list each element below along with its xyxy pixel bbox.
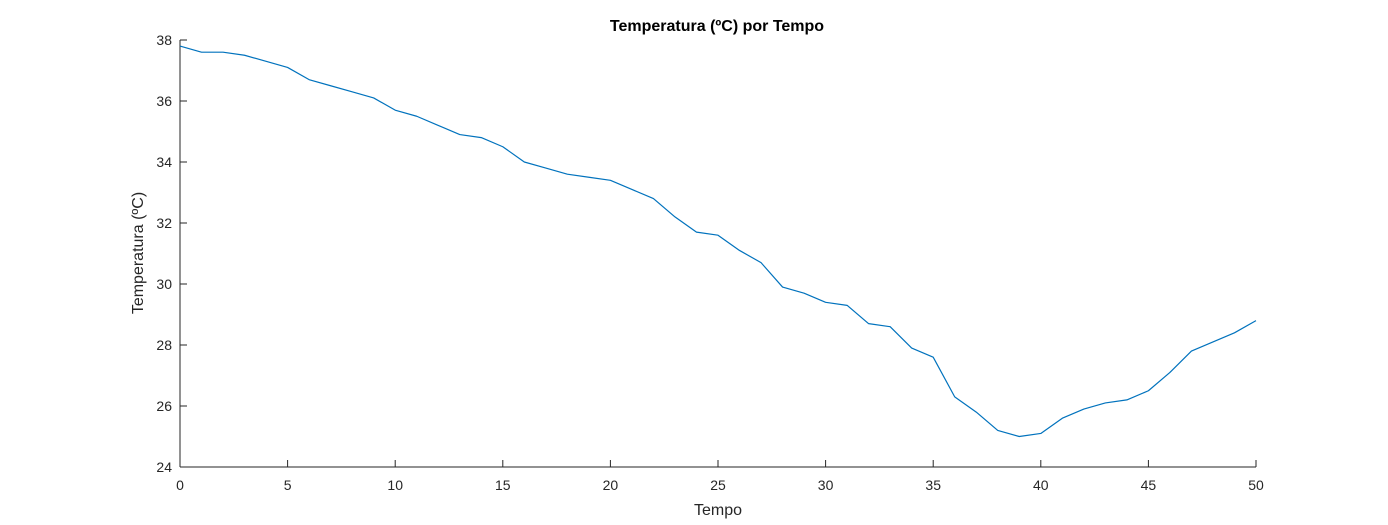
plot-area: 0 5 10 15 20 25 30 35 40 45 50 24 26 28 30 32 34 36 38 bbox=[156, 32, 1264, 493]
x-tick-label: 40 bbox=[1033, 477, 1049, 493]
temperature-series-line bbox=[179, 45, 1257, 438]
y-tick-label: 24 bbox=[156, 459, 172, 475]
x-tick-label: 30 bbox=[818, 477, 834, 493]
x-tick-label: 5 bbox=[284, 477, 292, 493]
y-tick-label: 38 bbox=[156, 32, 172, 48]
y-axis-label: Temperatura (ºC) bbox=[130, 192, 147, 314]
x-axis-label: Tempo bbox=[694, 502, 742, 519]
x-tick-label: 50 bbox=[1248, 477, 1264, 493]
x-tick-label: 10 bbox=[387, 477, 403, 493]
x-tick-label: 35 bbox=[925, 477, 941, 493]
y-tick-label: 32 bbox=[156, 215, 172, 231]
x-tick-label: 0 bbox=[176, 477, 184, 493]
chart-title: Temperatura (ºC) por Tempo bbox=[610, 18, 824, 35]
y-tick-label: 28 bbox=[156, 337, 172, 353]
y-ticks: 24 26 28 30 32 34 36 38 bbox=[156, 32, 187, 475]
y-tick-label: 26 bbox=[156, 398, 172, 414]
x-ticks: 0 5 10 15 20 25 30 35 40 45 50 bbox=[176, 460, 1264, 493]
x-tick-label: 20 bbox=[603, 477, 619, 493]
y-tick-label: 30 bbox=[156, 276, 172, 292]
y-tick-label: 36 bbox=[156, 93, 172, 109]
x-tick-label: 15 bbox=[495, 477, 511, 493]
y-tick-label: 34 bbox=[156, 154, 172, 170]
x-tick-label: 25 bbox=[710, 477, 726, 493]
x-tick-label: 45 bbox=[1141, 477, 1157, 493]
